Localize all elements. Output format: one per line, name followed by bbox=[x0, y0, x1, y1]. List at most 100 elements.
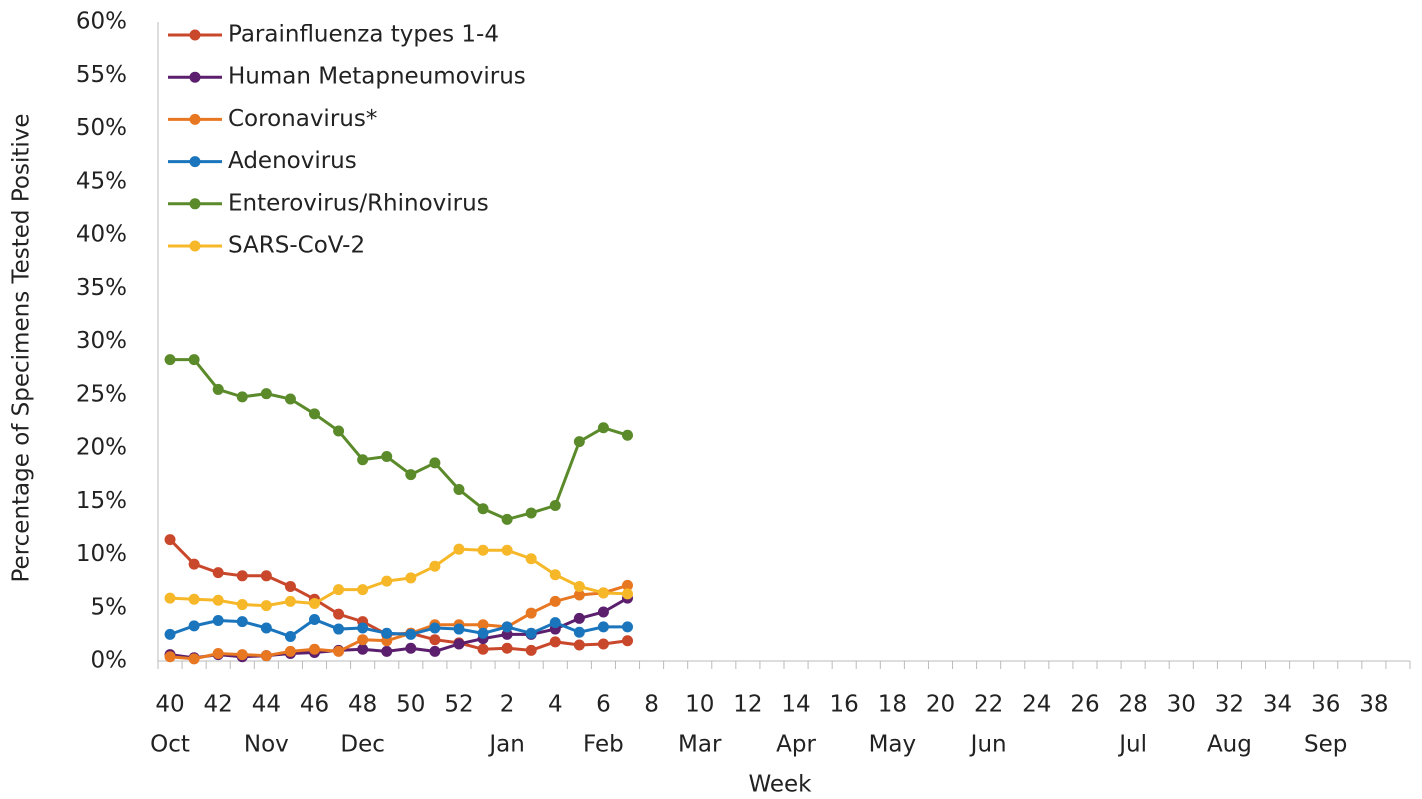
x-tick-label: 4 bbox=[548, 692, 563, 718]
data-point bbox=[212, 594, 224, 606]
x-tick-label: 40 bbox=[155, 692, 184, 718]
data-point bbox=[260, 622, 272, 634]
data-point bbox=[309, 643, 320, 655]
data-point bbox=[477, 503, 489, 515]
data-point bbox=[260, 570, 272, 582]
data-point bbox=[429, 645, 441, 657]
legend-label: Adenovirus bbox=[228, 148, 357, 174]
data-point bbox=[501, 544, 513, 556]
y-tick-label: 15% bbox=[76, 488, 127, 514]
legend-marker bbox=[189, 113, 201, 125]
x-tick-label: 52 bbox=[444, 692, 473, 718]
data-point bbox=[549, 595, 561, 607]
y-tick-label: 50% bbox=[76, 115, 127, 141]
data-point bbox=[549, 569, 561, 581]
data-point bbox=[477, 619, 489, 631]
data-point bbox=[284, 595, 296, 607]
y-tick-label: 60% bbox=[76, 9, 127, 35]
x-tick-label: 8 bbox=[644, 692, 659, 718]
x-group-label: Jun bbox=[969, 732, 1007, 758]
x-group-label: Nov bbox=[244, 732, 289, 758]
data-point bbox=[260, 600, 272, 612]
x-tick-label: 20 bbox=[926, 692, 955, 718]
data-point bbox=[357, 584, 369, 596]
y-tick-label: 25% bbox=[76, 381, 127, 407]
data-point bbox=[525, 644, 537, 656]
data-point bbox=[453, 623, 465, 635]
x-axis-title: Week bbox=[748, 772, 812, 798]
data-point bbox=[501, 621, 513, 633]
legend-label: Parainfluenza types 1-4 bbox=[228, 22, 499, 48]
x-group-label: Feb bbox=[583, 732, 624, 758]
data-point bbox=[284, 393, 296, 405]
data-point bbox=[573, 626, 585, 638]
data-point bbox=[405, 642, 417, 654]
x-tick-label: 18 bbox=[878, 692, 907, 718]
data-point bbox=[236, 599, 248, 611]
y-tick-label: 20% bbox=[76, 435, 127, 461]
data-point bbox=[188, 620, 200, 632]
data-point bbox=[212, 567, 224, 579]
data-point bbox=[260, 388, 272, 400]
data-point bbox=[405, 469, 417, 481]
data-point bbox=[164, 628, 176, 640]
x-group-label: Jul bbox=[1117, 732, 1147, 758]
data-point bbox=[549, 500, 561, 512]
series-line bbox=[170, 358, 628, 521]
x-group-label: Dec bbox=[340, 732, 385, 758]
legend-marker bbox=[189, 29, 201, 41]
x-tick-label: 24 bbox=[1022, 692, 1051, 718]
data-point bbox=[501, 642, 513, 654]
data-point bbox=[597, 606, 609, 618]
x-tick-label: 6 bbox=[596, 692, 611, 718]
data-point bbox=[477, 643, 489, 655]
data-point bbox=[573, 589, 585, 601]
legend-marker bbox=[189, 198, 201, 210]
x-group-label: Jan bbox=[487, 732, 524, 758]
data-point bbox=[236, 616, 248, 628]
data-point bbox=[622, 579, 633, 591]
data-point bbox=[333, 608, 345, 620]
data-point bbox=[284, 580, 296, 592]
data-point bbox=[525, 607, 537, 619]
data-point bbox=[597, 638, 609, 650]
data-point bbox=[333, 645, 345, 657]
x-group-label: Oct bbox=[150, 732, 190, 758]
data-point bbox=[357, 622, 369, 634]
legend-label: Enterovirus/Rhinovirus bbox=[228, 190, 489, 216]
data-point bbox=[477, 544, 489, 556]
data-point bbox=[236, 391, 248, 403]
x-tick-label: 26 bbox=[1070, 692, 1099, 718]
x-group-label: May bbox=[869, 732, 917, 758]
data-point bbox=[212, 615, 224, 627]
data-point bbox=[597, 621, 609, 633]
data-point bbox=[429, 457, 441, 469]
x-tick-label: 28 bbox=[1118, 692, 1147, 718]
legend-label: Coronavirus* bbox=[228, 106, 377, 132]
x-tick-label: 14 bbox=[781, 692, 810, 718]
data-point bbox=[284, 631, 296, 643]
data-point bbox=[333, 425, 345, 437]
data-point bbox=[405, 628, 417, 640]
data-point bbox=[381, 627, 393, 639]
x-tick-label: 36 bbox=[1311, 692, 1340, 718]
data-point bbox=[357, 634, 369, 646]
x-tick-label: 22 bbox=[974, 692, 1003, 718]
data-point bbox=[525, 627, 537, 639]
x-tick-label: 2 bbox=[500, 692, 515, 718]
legend-label: Human Metapneumovirus bbox=[228, 64, 526, 90]
data-point bbox=[188, 593, 200, 605]
data-point bbox=[284, 645, 296, 657]
data-point bbox=[549, 636, 561, 648]
data-point bbox=[501, 513, 513, 525]
data-point bbox=[622, 429, 633, 441]
data-point bbox=[597, 422, 609, 434]
x-group-label: Mar bbox=[678, 732, 722, 758]
data-point bbox=[260, 650, 272, 662]
data-point bbox=[381, 575, 393, 587]
data-point bbox=[309, 597, 320, 609]
data-point bbox=[429, 560, 441, 572]
data-point bbox=[429, 622, 441, 634]
x-group-label: Apr bbox=[776, 732, 816, 758]
